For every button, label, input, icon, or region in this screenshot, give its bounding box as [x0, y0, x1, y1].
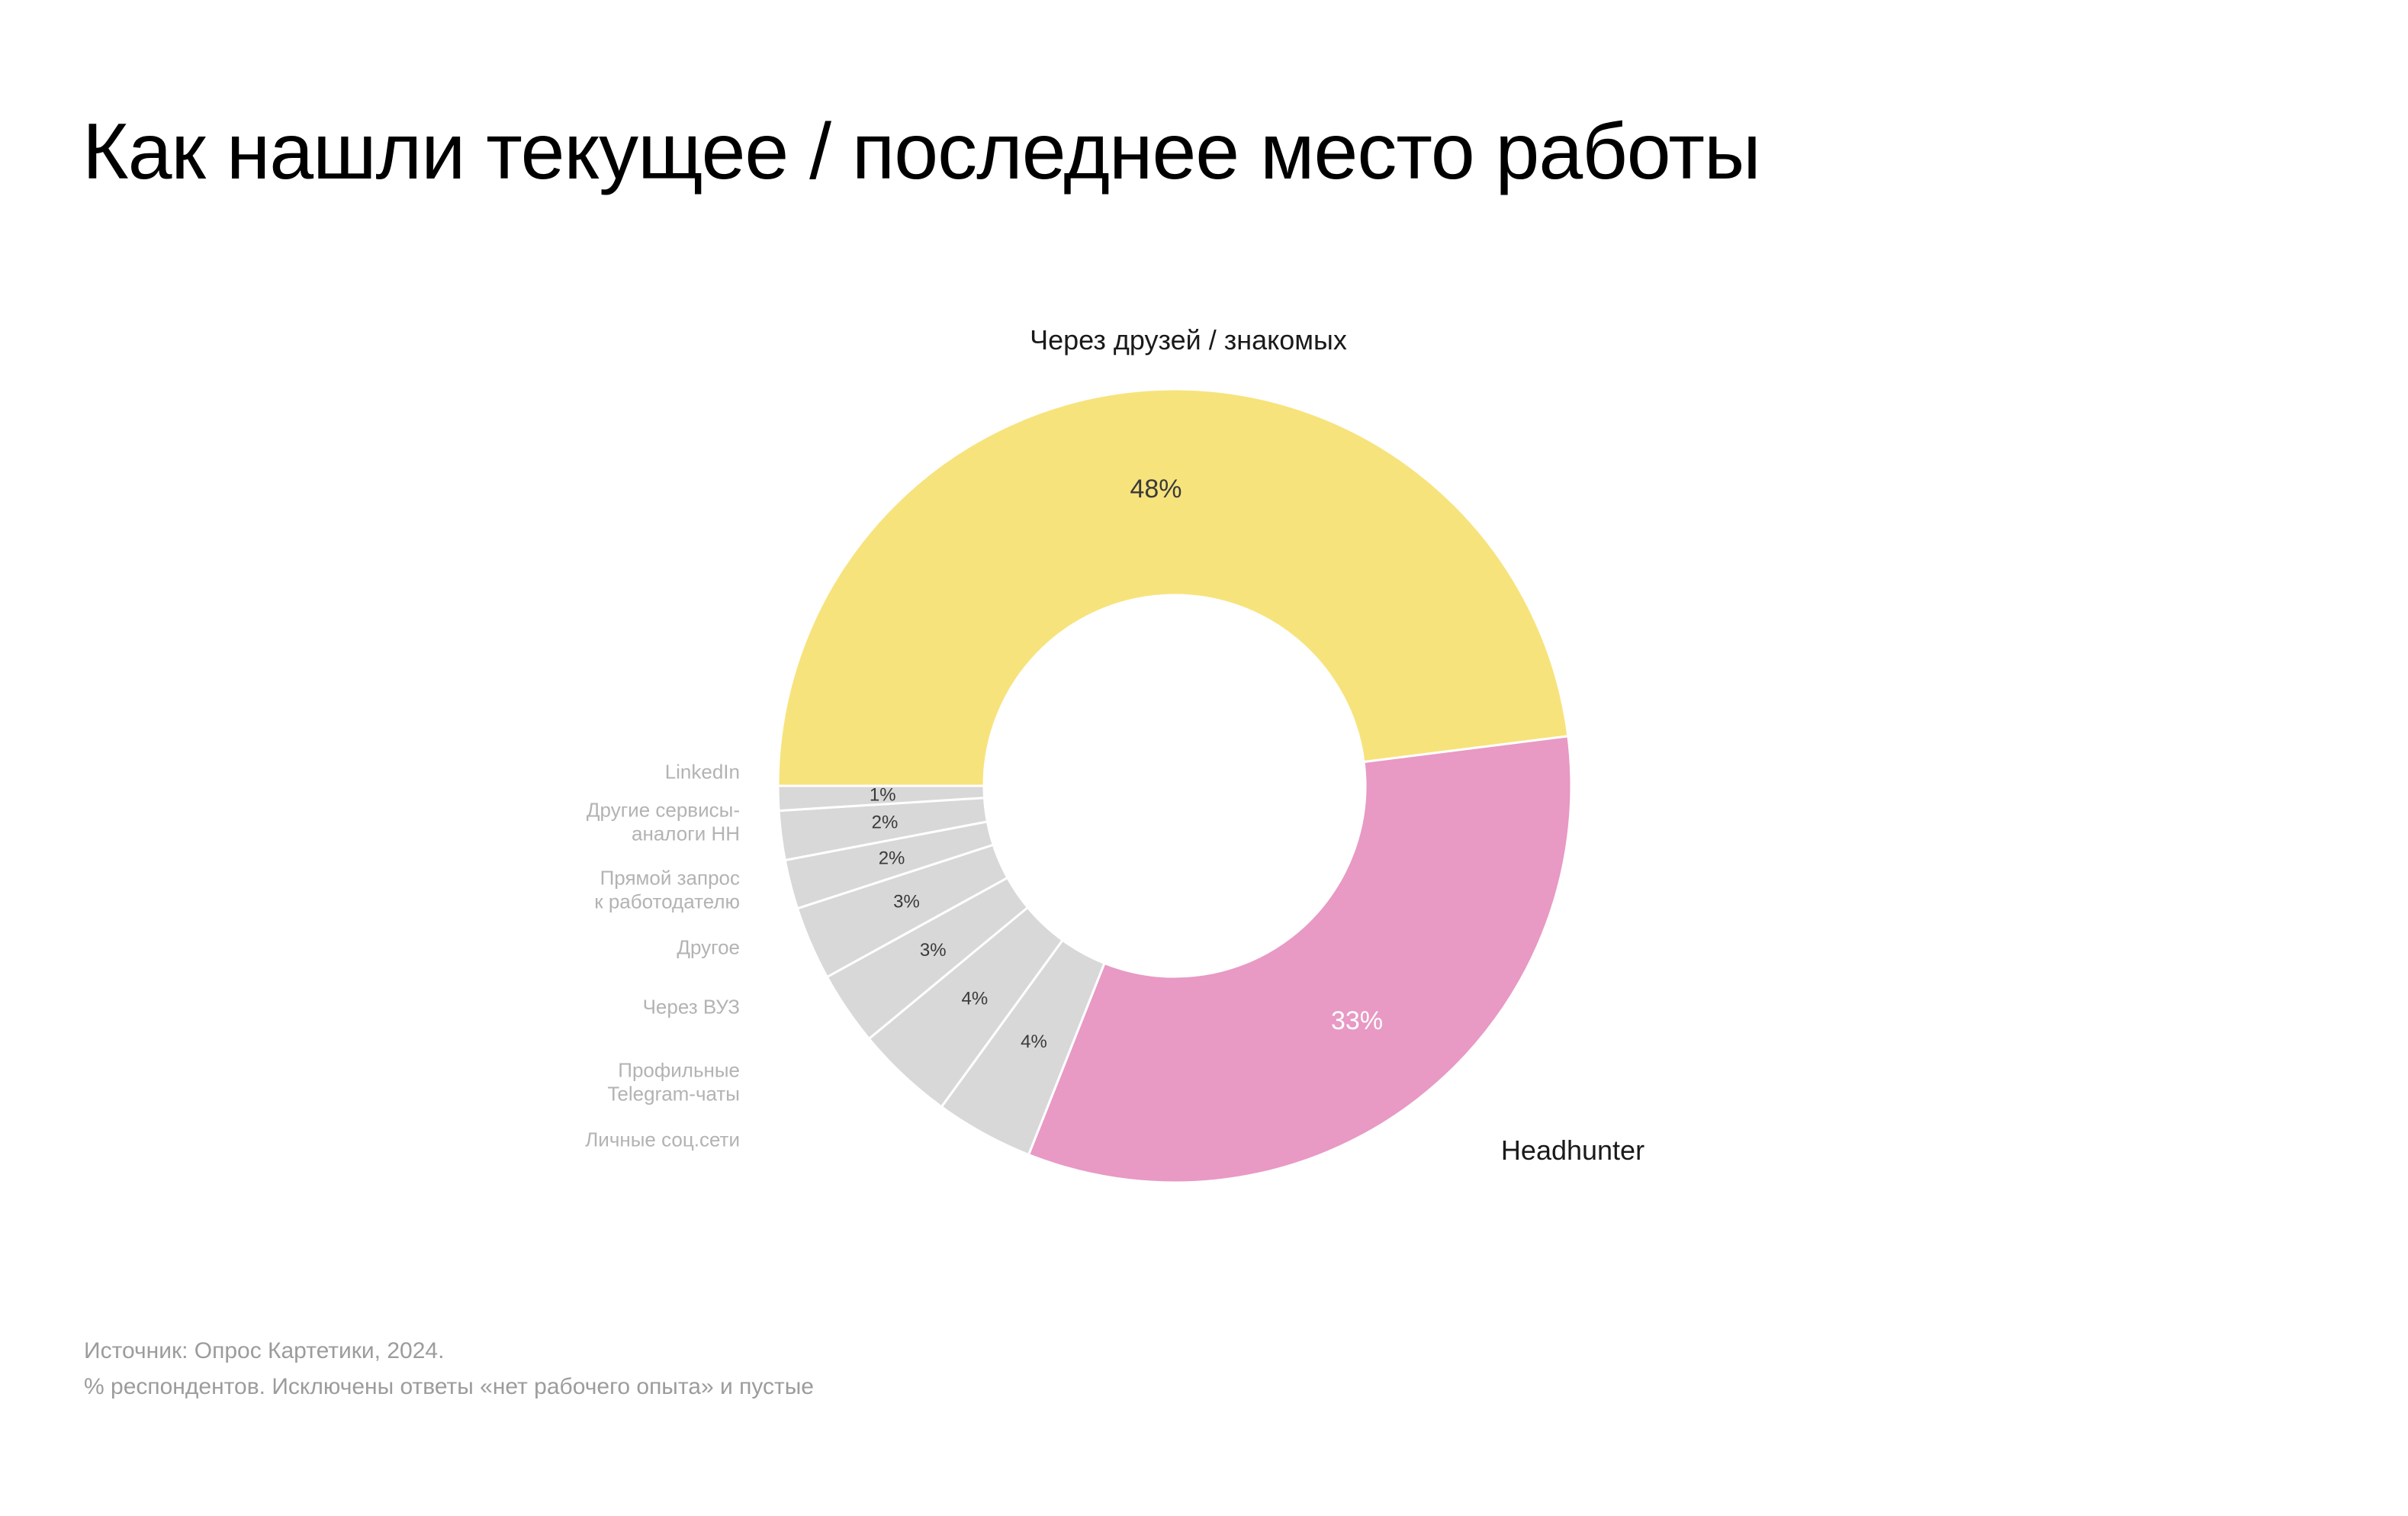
value-label-4: 3%: [920, 940, 947, 961]
slice-label-3: Профильные Telegram-чаты: [607, 1058, 740, 1105]
value-label-0: 48%: [1130, 475, 1181, 504]
slice-label-7: Другие сервисы- аналоги HH: [586, 798, 740, 845]
slice-label-5: Другое: [677, 935, 740, 959]
donut-svg: 48% 33% 4% 4% 3% 3% 2% 2% 1%: [776, 388, 1573, 1184]
value-label-6: 2%: [879, 848, 905, 869]
value-label-1: 33%: [1331, 1006, 1383, 1035]
value-label-2: 4%: [1021, 1032, 1047, 1052]
slice-label-6: Прямой запрос к работодателю: [594, 866, 740, 912]
pie-slice-8: [776, 784, 986, 813]
pie-slice-0: [776, 388, 1570, 787]
source-line-1: Источник: Опрос Картетики, 2024.: [84, 1338, 445, 1363]
value-label-8: 1%: [870, 785, 896, 806]
pie-slice-1: [1027, 735, 1573, 1184]
value-label-5: 3%: [893, 892, 920, 912]
source-line-2: % респондентов. Исключены ответы «нет ра…: [84, 1373, 814, 1399]
slice-label-8: LinkedIn: [664, 760, 740, 784]
source-note: Источник: Опрос Картетики, 2024. % респо…: [84, 1334, 814, 1405]
slice-label-4: Через ВУЗ: [642, 995, 740, 1019]
value-label-3: 4%: [961, 989, 988, 1009]
slice-callout-headhunter: Headhunter: [1500, 1135, 1645, 1166]
slice-callout-friends: Через друзей / знакомых: [1030, 324, 1347, 356]
value-label-7: 2%: [872, 813, 899, 833]
slice-label-2: Личные соц.сети: [585, 1128, 740, 1151]
page-title: Как нашли текущее / последнее место рабо…: [82, 108, 1761, 196]
